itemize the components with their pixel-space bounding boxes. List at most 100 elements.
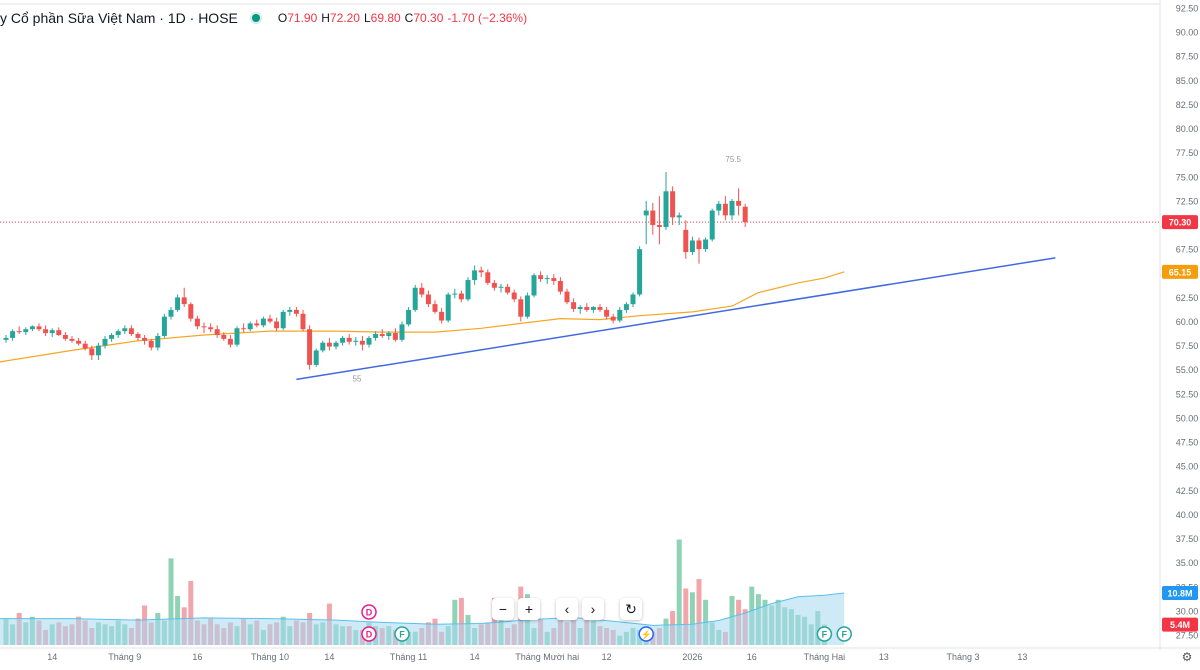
candle <box>379 329 385 338</box>
x-tick-label: 12 <box>602 652 612 662</box>
candle-body <box>208 327 214 330</box>
candle-body <box>736 200 742 206</box>
candle <box>366 335 372 348</box>
candle-body <box>320 342 326 351</box>
candle <box>729 198 735 221</box>
candle-body <box>62 335 68 339</box>
candle <box>610 313 616 324</box>
event-marker: D <box>361 626 377 642</box>
volume-ma-area <box>0 593 845 645</box>
candle-body <box>366 337 372 345</box>
market-status-icon <box>251 14 260 22</box>
candle <box>3 335 9 343</box>
candle <box>115 329 121 338</box>
volume-ma-badge: 10.8M <box>1167 589 1192 599</box>
low-label: L <box>363 11 371 25</box>
candle <box>254 319 260 328</box>
candle <box>663 171 669 230</box>
candle-body <box>260 318 266 326</box>
candle <box>29 325 35 332</box>
candle-body <box>452 293 458 295</box>
candle <box>557 277 563 295</box>
candle-body <box>406 309 412 325</box>
candle-body <box>557 280 563 292</box>
y-tick-label: 75.00 <box>1176 172 1199 182</box>
event-marker-circle <box>836 626 852 642</box>
high-label: H <box>321 11 330 25</box>
candle-body <box>115 331 121 336</box>
zoom-in-button[interactable]: + <box>518 598 540 620</box>
candle-body <box>524 295 530 317</box>
candle <box>69 335 75 343</box>
reset-chart-button[interactable]: ↻ <box>620 598 642 620</box>
candle <box>320 340 326 353</box>
change-value: -1.70 (−2.36%) <box>447 11 528 25</box>
event-marker: D <box>361 604 377 620</box>
gear-icon[interactable]: ⚙ <box>1181 650 1193 664</box>
candle <box>293 307 299 317</box>
scroll-right-button[interactable]: › <box>582 598 604 620</box>
candle-body <box>656 225 662 227</box>
candle-body <box>412 287 418 310</box>
candle-body <box>76 340 82 344</box>
ma-price-badge-bg <box>1162 264 1198 279</box>
candle-body <box>23 329 29 333</box>
y-tick-label: 52.50 <box>1176 389 1199 399</box>
candle-body <box>564 291 570 303</box>
candle-body <box>49 330 55 334</box>
candle-body <box>590 307 596 310</box>
candle-body <box>617 309 623 321</box>
candle <box>683 220 689 259</box>
y-tick-label: 45.00 <box>1176 462 1199 472</box>
volume-bar <box>676 539 682 645</box>
candle-body <box>29 326 35 330</box>
y-tick-label: 50.00 <box>1176 413 1199 423</box>
candle-body <box>353 340 359 342</box>
candle-body <box>313 350 319 365</box>
zoom-out-button[interactable]: − <box>492 598 514 620</box>
candle <box>16 326 22 335</box>
candle-body <box>531 275 537 296</box>
open-label: O <box>277 11 288 25</box>
candle <box>531 273 537 298</box>
candle-body <box>181 297 187 305</box>
volume-bar <box>458 597 464 645</box>
open-value: 71.90 <box>287 11 318 25</box>
symbol-title[interactable]: y Cổ phần Sữa Việt Nam · 1D · HOSE <box>0 10 238 26</box>
candle <box>604 307 610 320</box>
candle-body <box>346 337 352 342</box>
event-marker-label: ⚡ <box>641 629 652 641</box>
candle <box>10 329 16 341</box>
candle-body <box>247 323 253 330</box>
candle <box>188 302 194 322</box>
candle-body <box>16 331 22 333</box>
x-tick-label: 16 <box>747 652 757 662</box>
candle-body <box>623 304 629 310</box>
event-marker-label: D <box>366 608 373 618</box>
candle-body <box>498 286 504 288</box>
candle-body <box>505 286 511 293</box>
candle-body <box>307 329 313 365</box>
candle <box>439 307 445 324</box>
candle-body <box>716 203 722 211</box>
candle <box>234 326 240 347</box>
candle <box>346 334 352 345</box>
candle <box>373 331 379 341</box>
candle <box>643 200 649 245</box>
candle-body <box>241 328 247 330</box>
candle <box>214 325 220 338</box>
candle-body <box>10 331 16 338</box>
candle <box>280 309 286 331</box>
candle <box>122 325 128 335</box>
candle-body <box>551 278 557 281</box>
candle-body <box>155 335 161 348</box>
candle <box>148 338 154 351</box>
candle <box>571 298 577 312</box>
volume-bar <box>696 579 702 645</box>
x-tick-label: Tháng 10 <box>251 652 289 662</box>
scroll-left-button[interactable]: ‹ <box>556 598 578 620</box>
volume-last-badge: 5.4M <box>1170 620 1190 630</box>
y-tick-label: 47.50 <box>1176 438 1199 448</box>
